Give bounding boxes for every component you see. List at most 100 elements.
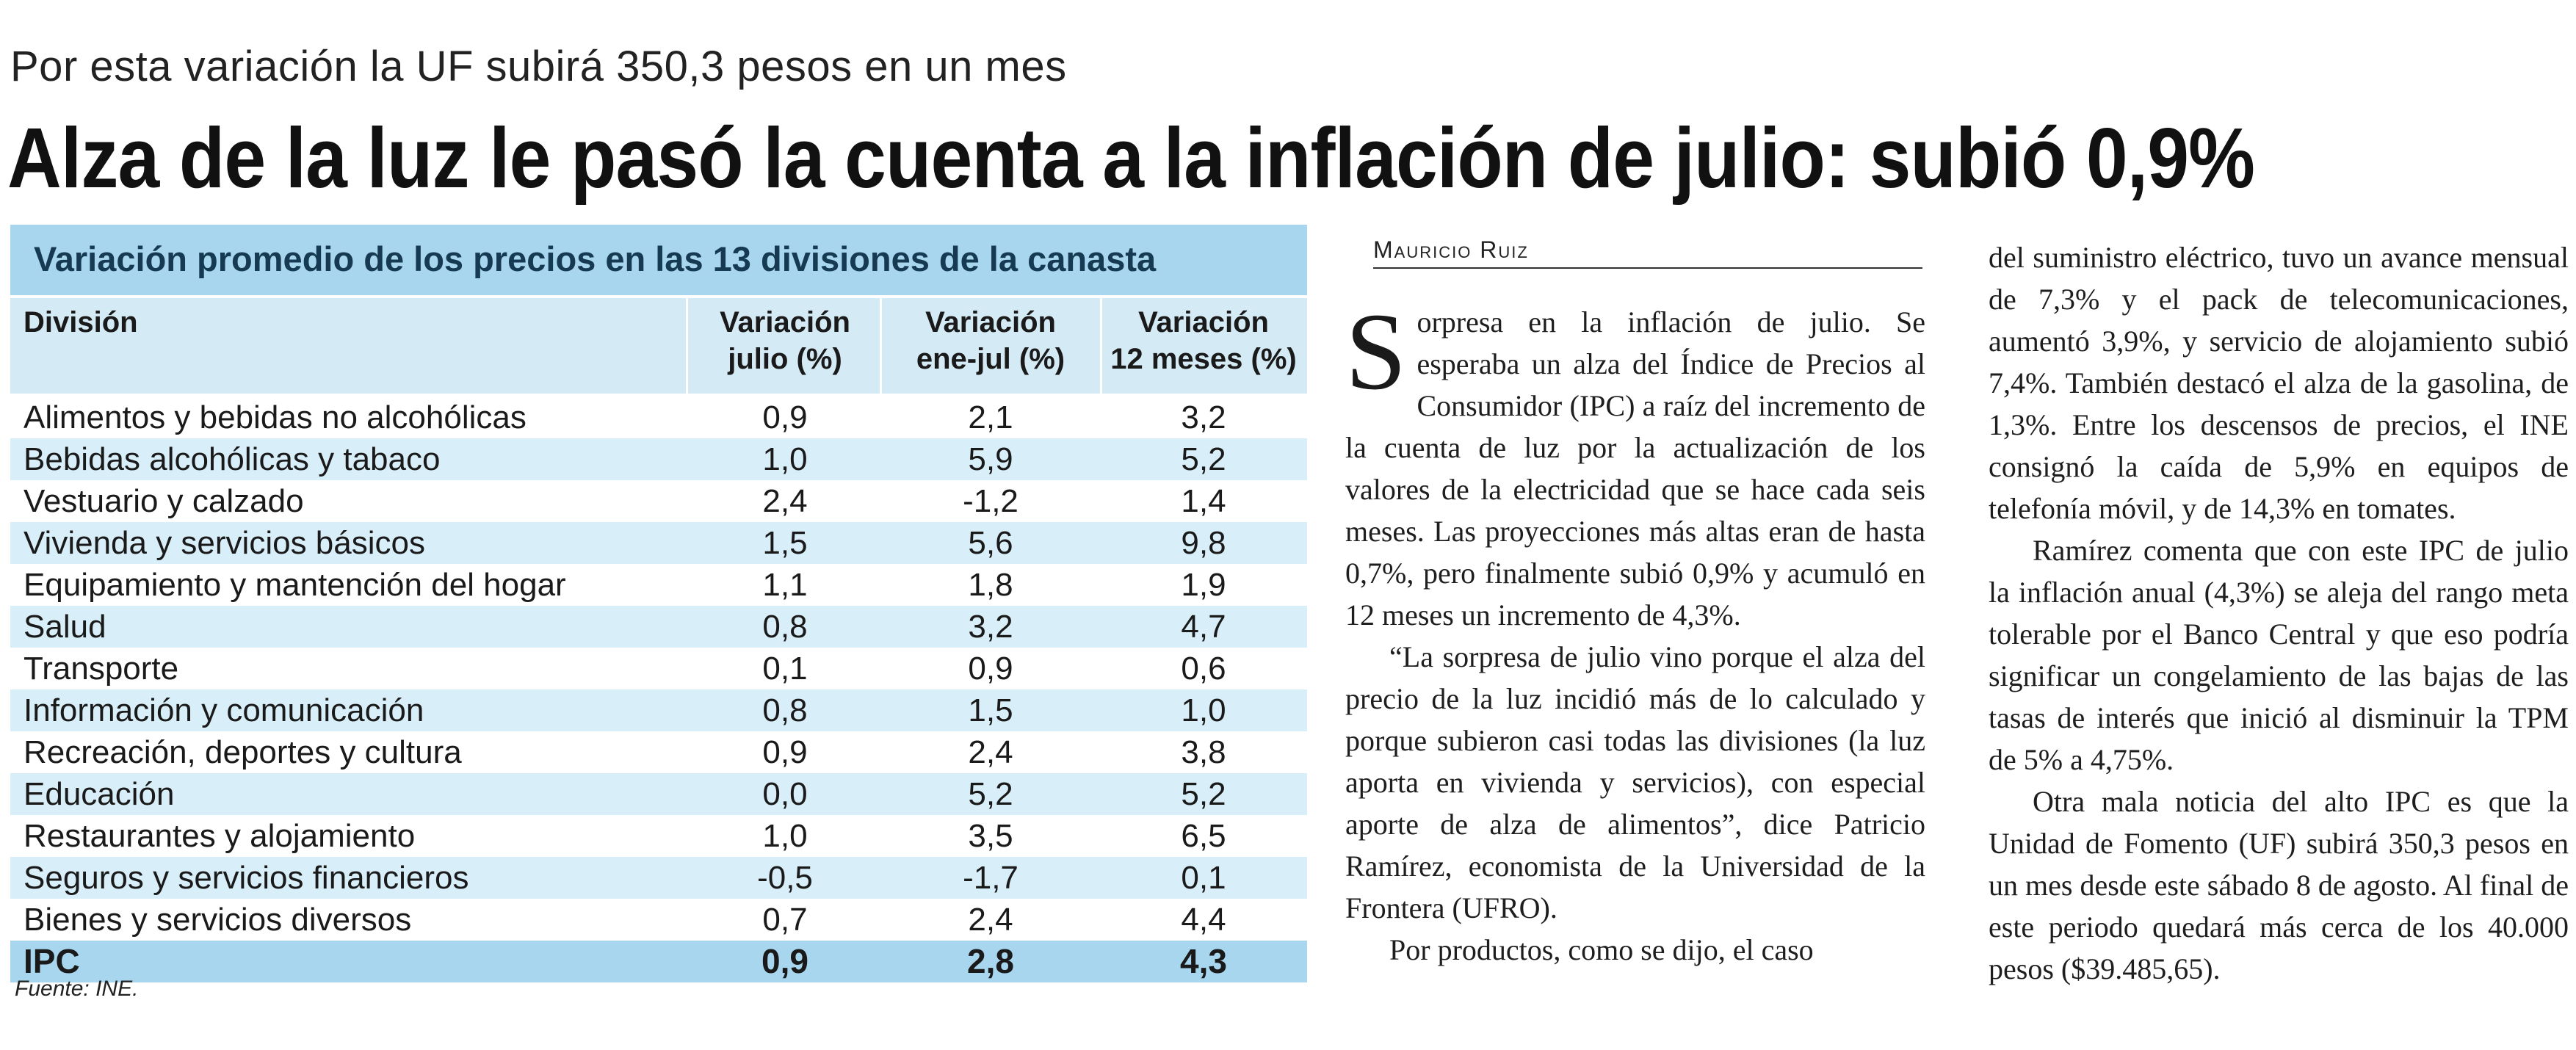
table-title-bar: Variación promedio de los precios en las… [10,225,1307,298]
table-row: Equipamiento y mantención del hogar 1,1 … [10,564,1307,606]
header-separator [686,298,688,394]
july-value: 0,8 [762,609,808,645]
byline: Mauricio Ruiz [1373,236,1529,263]
header-ytd-line1: Variación [925,306,1056,338]
division-name: Transporte [23,651,179,687]
paragraph: orpresa en la inflación de julio. Se esp… [1345,305,1925,631]
12-month-value: 0,6 [1181,651,1226,687]
ytd-value: 3,5 [968,818,1013,854]
paragraph: Otra mala noticia del alto IPC es que la… [1989,785,2569,985]
drop-cap: S [1345,291,1407,413]
header-12m-line1: Variación [1138,306,1269,338]
header-ytd: Variación ene-jul (%) [884,304,1097,377]
july-value: 2,4 [762,483,808,519]
division-name: Recreación, deportes y cultura [23,734,462,770]
header-12m-line2: 12 meses (%) [1110,343,1297,375]
header-separator [1100,298,1102,394]
table-row: Vestuario y calzado 2,4 -1,2 1,4 [10,480,1307,522]
ytd-value: -1,2 [963,483,1019,519]
12-month-value: 5,2 [1181,441,1226,477]
table-source: Fuente: INE. [15,977,139,1001]
total-july-value: 0,9 [761,942,808,980]
12-month-value: 1,4 [1181,483,1226,519]
header-july-line2: julio (%) [728,343,842,375]
division-name: Vivienda y servicios básicos [23,525,425,561]
total-ytd-value: 2,8 [967,942,1014,980]
12-month-value: 3,8 [1181,734,1226,770]
ytd-value: 1,5 [968,692,1013,728]
ytd-value: 2,4 [968,902,1013,938]
article-column-2: del suministro eléctrico, tuvo un avance… [1989,236,2569,990]
12-month-value: 3,2 [1181,399,1226,435]
table-row: Transporte 0,1 0,9 0,6 [10,648,1307,689]
july-value: 0,0 [762,776,808,812]
header-ytd-line2: ene-jul (%) [916,343,1066,375]
july-value: 1,0 [762,441,808,477]
header-july-line1: Variación [720,306,850,338]
july-value: 1,0 [762,818,808,854]
division-name: Equipamiento y mantención del hogar [23,567,566,603]
ytd-value: 3,2 [968,609,1013,645]
july-value: 0,8 [762,692,808,728]
july-value: 0,1 [762,651,808,687]
july-value: 1,5 [762,525,808,561]
12-month-value: 4,7 [1181,609,1226,645]
header-july: Variación julio (%) [693,304,877,377]
division-name: Seguros y servicios financieros [23,860,469,896]
table-row: Restaurantes y alojamiento 1,0 3,5 6,5 [10,815,1307,857]
12-month-value: 1,0 [1181,692,1226,728]
price-variation-table: Variación promedio de los precios en las… [10,225,1307,982]
table-column-header: División Variación julio (%) Variación e… [10,298,1307,394]
july-value: 1,1 [762,567,808,603]
table-row: Recreación, deportes y cultura 0,9 2,4 3… [10,731,1307,773]
division-name: Restaurantes y alojamiento [23,818,416,854]
kicker: Por esta variación la UF subirá 350,3 pe… [10,43,1067,90]
ytd-value: 0,9 [968,651,1013,687]
byline-rule [1373,267,1922,269]
table-row: Seguros y servicios financieros -0,5 -1,… [10,857,1307,899]
division-name: Bebidas alcohólicas y tabaco [23,441,441,477]
ytd-value: 5,2 [968,776,1013,812]
table-total-row: IPC 0,9 2,8 4,3 [10,941,1307,982]
division-name: Salud [23,609,106,645]
table-row: Vivienda y servicios básicos 1,5 5,6 9,8 [10,522,1307,564]
division-name: Información y comunicación [23,692,424,728]
12-month-value: 6,5 [1181,818,1226,854]
12-month-value: 1,9 [1181,567,1226,603]
july-value: 0,9 [762,734,808,770]
paragraph: Por productos, como se dijo, el caso [1389,933,1814,966]
division-name: Alimentos y bebidas no alcohólicas [23,399,527,435]
12-month-value: 9,8 [1181,525,1226,561]
table-row: Bebidas alcohólicas y tabaco 1,0 5,9 5,2 [10,438,1307,480]
july-value: -0,5 [757,860,813,896]
division-name: Educación [23,776,175,812]
ytd-value: 5,9 [968,441,1013,477]
division-name: Vestuario y calzado [23,483,304,519]
table-row: Bienes y servicios diversos 0,7 2,4 4,4 [10,899,1307,941]
table-row: Alimentos y bebidas no alcohólicas 0,9 2… [10,397,1307,438]
12-month-value: 0,1 [1181,860,1226,896]
ytd-value: 1,8 [968,567,1013,603]
paragraph: “La sorpresa de julio vino porque el alz… [1345,640,1925,924]
header-12-months: Variación 12 meses (%) [1104,304,1303,377]
july-value: 0,9 [762,399,808,435]
paragraph: Ramírez comenta que con este IPC de juli… [1989,534,2569,776]
table-title: Variación promedio de los precios en las… [34,239,1157,278]
total-12-month-value: 4,3 [1180,942,1227,980]
headline: Alza de la luz le pasó la cuenta a la in… [7,110,2255,206]
total-label: IPC [23,942,80,980]
ytd-value: 2,1 [968,399,1013,435]
header-separator [880,298,882,394]
ytd-value: -1,7 [963,860,1019,896]
table-row: Educación 0,0 5,2 5,2 [10,773,1307,815]
division-name: Bienes y servicios diversos [23,902,412,938]
12-month-value: 4,4 [1181,902,1226,938]
table-row: Información y comunicación 0,8 1,5 1,0 [10,689,1307,731]
paragraph: del suministro eléctrico, tuvo un avance… [1989,241,2569,525]
ytd-value: 5,6 [968,525,1013,561]
table-row: Salud 0,8 3,2 4,7 [10,606,1307,648]
header-division: División [23,306,138,338]
ytd-value: 2,4 [968,734,1013,770]
july-value: 0,7 [762,902,808,938]
